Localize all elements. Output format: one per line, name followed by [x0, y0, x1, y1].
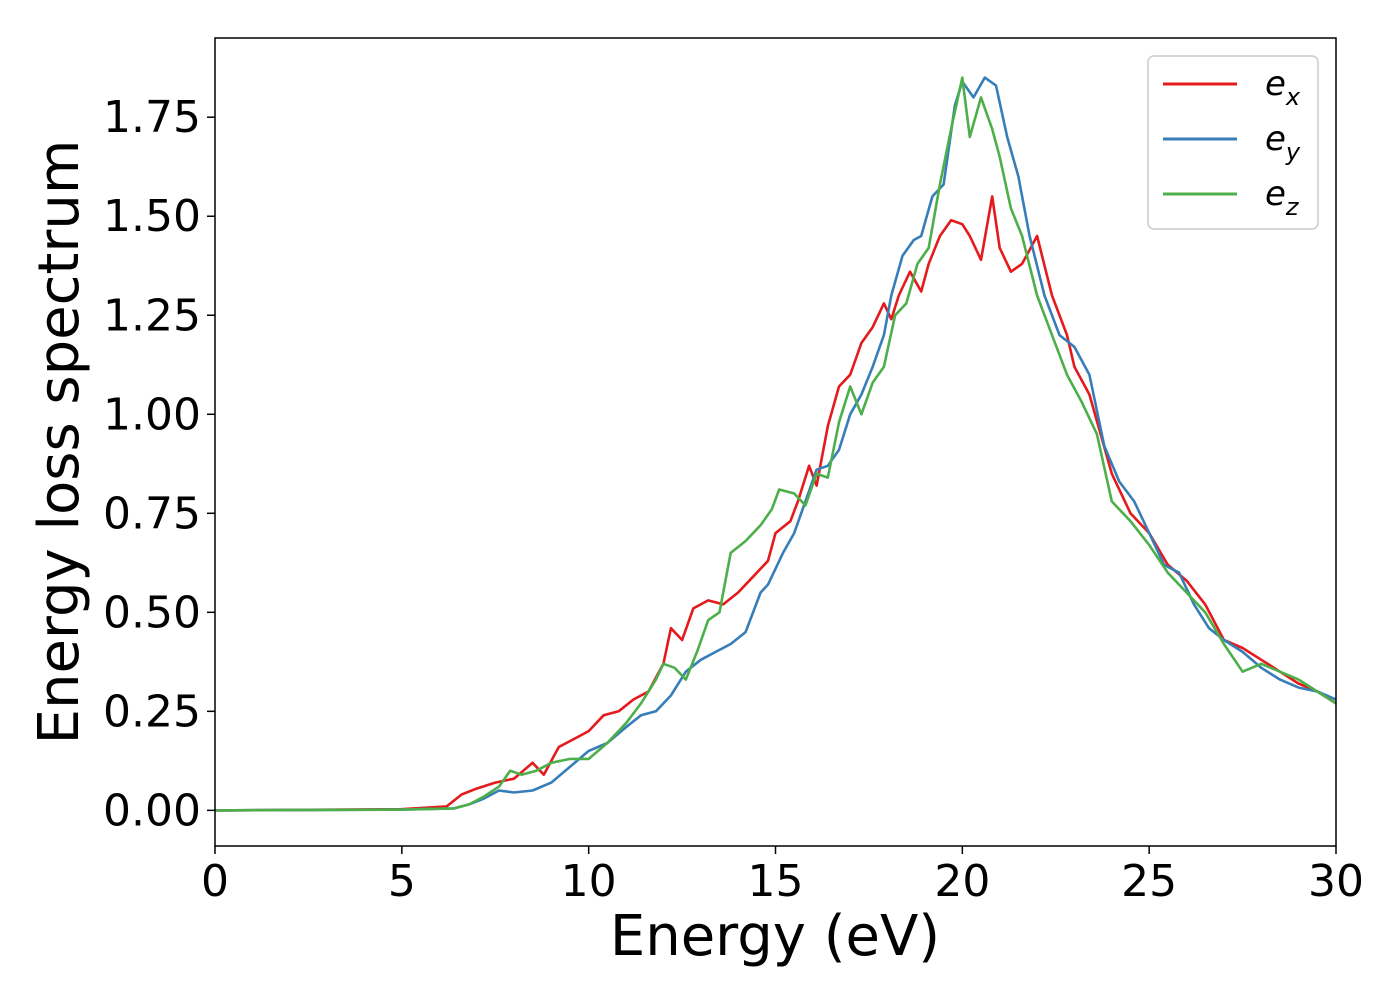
- y-tick-label: 1.25: [103, 290, 201, 341]
- y-axis-label: Energy loss spectrum: [27, 140, 92, 745]
- x-axis-ticks: 0 5 10 15 20 25 30: [201, 846, 1364, 907]
- legend-label-subscript: z: [1285, 193, 1300, 221]
- legend-frame: [1147, 55, 1319, 230]
- x-tick-label: 5: [388, 856, 416, 907]
- series-line-z: [215, 76, 1336, 812]
- y-tick-label: 0.25: [103, 686, 201, 737]
- legend-label-subscript: y: [1285, 138, 1301, 166]
- series-line-x: [215, 195, 1336, 812]
- legend-label-z: ez: [1265, 174, 1300, 221]
- x-tick-label: 20: [934, 856, 990, 907]
- y-tick-label: 0.75: [103, 488, 201, 539]
- y-tick-label: 1.50: [103, 191, 201, 242]
- y-tick-label: 1.00: [103, 389, 201, 440]
- y-tick-label: 1.75: [103, 92, 201, 143]
- y-axis-ticks: 0.00 0.25 0.50 0.75 1.00 1.25 1.50 1.75: [103, 92, 215, 836]
- legend-label-base: e: [1265, 119, 1286, 159]
- x-tick-label: 10: [561, 856, 617, 907]
- x-axis-label: Energy (eV): [610, 904, 940, 969]
- legend-label-subscript: x: [1285, 83, 1301, 111]
- y-tick-label: 0.50: [103, 587, 201, 638]
- x-tick-label: 0: [201, 856, 229, 907]
- x-tick-label: 25: [1121, 856, 1177, 907]
- legend-label-y: ey: [1265, 119, 1301, 166]
- series-layer: [215, 76, 1336, 812]
- legend-label-base: e: [1265, 174, 1286, 214]
- y-tick-label: 0.00: [103, 785, 201, 836]
- x-tick-label: 30: [1308, 856, 1364, 907]
- legend-label-base: e: [1265, 64, 1286, 104]
- legend-label-x: ex: [1265, 64, 1301, 111]
- x-tick-label: 15: [748, 856, 804, 907]
